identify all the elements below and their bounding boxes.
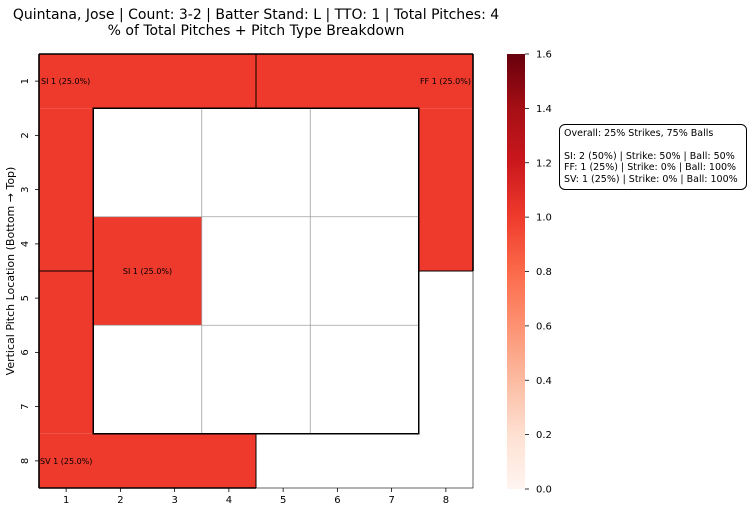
cell-labels-layer: SI 1 (25.0%) FF 1 (25.0%) SV 1 (25.0%) SI 1… (40, 77, 471, 466)
outside-bottom-right-cell-ext (418, 271, 473, 434)
y-tick-label: 5 (20, 295, 31, 301)
x-tick-label: 7 (388, 495, 394, 506)
cell-label-outside-bottom-left: SV 1 (25.0%) (40, 457, 92, 466)
chart-title-line-2: % of Total Pitches + Pitch Type Breakdow… (108, 23, 405, 39)
stats-overall: Overall: 25% Strikes, 75% Balls (564, 128, 714, 139)
zone-9-cell (310, 325, 419, 434)
zone-6-cell (310, 216, 419, 326)
colorbar-tick-label: 0.0 (536, 485, 552, 496)
stats-spacer (564, 140, 746, 151)
outside-top-right-cell-ext (418, 108, 473, 271)
outside-top-left-cell-ext (39, 108, 94, 271)
colorbar-tick-label: 0.6 (536, 321, 552, 332)
y-tick-label: 4 (20, 241, 31, 247)
zone-7-cell (93, 325, 202, 434)
y-tick-label: 6 (20, 349, 31, 355)
y-axis-label: Vertical Pitch Location (Bottom → Top) (4, 167, 17, 376)
colorbar (507, 54, 525, 489)
colorbar-tick-label: 1.0 (536, 213, 552, 224)
y-tick-label: 3 (20, 186, 31, 192)
zone-2-cell (201, 108, 311, 217)
cell-label-outside-top-right: FF 1 (25.0%) (420, 77, 471, 86)
x-tick-label: 3 (171, 495, 177, 506)
x-tick-label: 6 (334, 495, 340, 506)
cell-label-outside-top-left: SI 1 (25.0%) (41, 77, 90, 86)
stats-box: Overall: 25% Strikes, 75% Balls SI: 2 (5… (559, 124, 747, 190)
colorbar-tick-label: 1.4 (536, 104, 552, 115)
outside-bottom-left-cell-ext (39, 271, 94, 434)
x-tick-label: 8 (443, 495, 449, 506)
axes-layer: 1 2 3 4 5 6 7 8 1 2 3 4 5 6 7 8 (20, 78, 449, 506)
chart-title-line-1: Quintana, Jose | Count: 3-2 | Batter Sta… (13, 7, 499, 23)
outside-bottom-left-cell (39, 433, 256, 488)
outside-top-right-cell (256, 54, 473, 109)
zone-8-cell (201, 325, 311, 434)
x-tick-label: 2 (117, 495, 123, 506)
stats-line-si: SI: 2 (50%) | Strike: 50% | Ball: 50% (564, 150, 735, 162)
colorbar-tick-label: 0.8 (536, 267, 552, 278)
zone-1-cell (93, 108, 202, 217)
zone-5-cell (201, 216, 311, 326)
zone-3-cell (310, 108, 419, 217)
cell-label-zone-4: SI 1 (25.0%) (123, 267, 172, 276)
colorbar-ticks: 0.0 0.2 0.4 0.6 0.8 1.0 1.2 1.4 1.6 (525, 50, 552, 496)
zone-4-cell (93, 216, 202, 326)
y-tick-label: 8 (20, 458, 31, 464)
y-tick-label: 1 (20, 78, 31, 84)
outside-bottom-right-cell (256, 433, 473, 488)
outside-top-left-cell (39, 54, 256, 109)
y-tick-label: 2 (20, 132, 31, 138)
stats-line-sv: SV: 1 (25%) | Strike: 0% | Ball: 100% (564, 173, 738, 185)
y-tick-label: 7 (20, 403, 31, 409)
colorbar-tick-label: 0.4 (536, 376, 552, 387)
x-tick-label: 1 (63, 495, 69, 506)
x-tick-label: 5 (280, 495, 286, 506)
grid-layer (38, 53, 474, 489)
colorbar-tick-label: 1.2 (536, 158, 552, 169)
x-tick-label: 4 (226, 495, 232, 506)
zones-layer (39, 54, 473, 488)
colorbar-tick-label: 0.2 (536, 430, 552, 441)
colorbar-tick-label: 1.6 (536, 50, 552, 61)
stats-line-ff: FF: 1 (25%) | Strike: 0% | Ball: 100% (564, 162, 737, 173)
